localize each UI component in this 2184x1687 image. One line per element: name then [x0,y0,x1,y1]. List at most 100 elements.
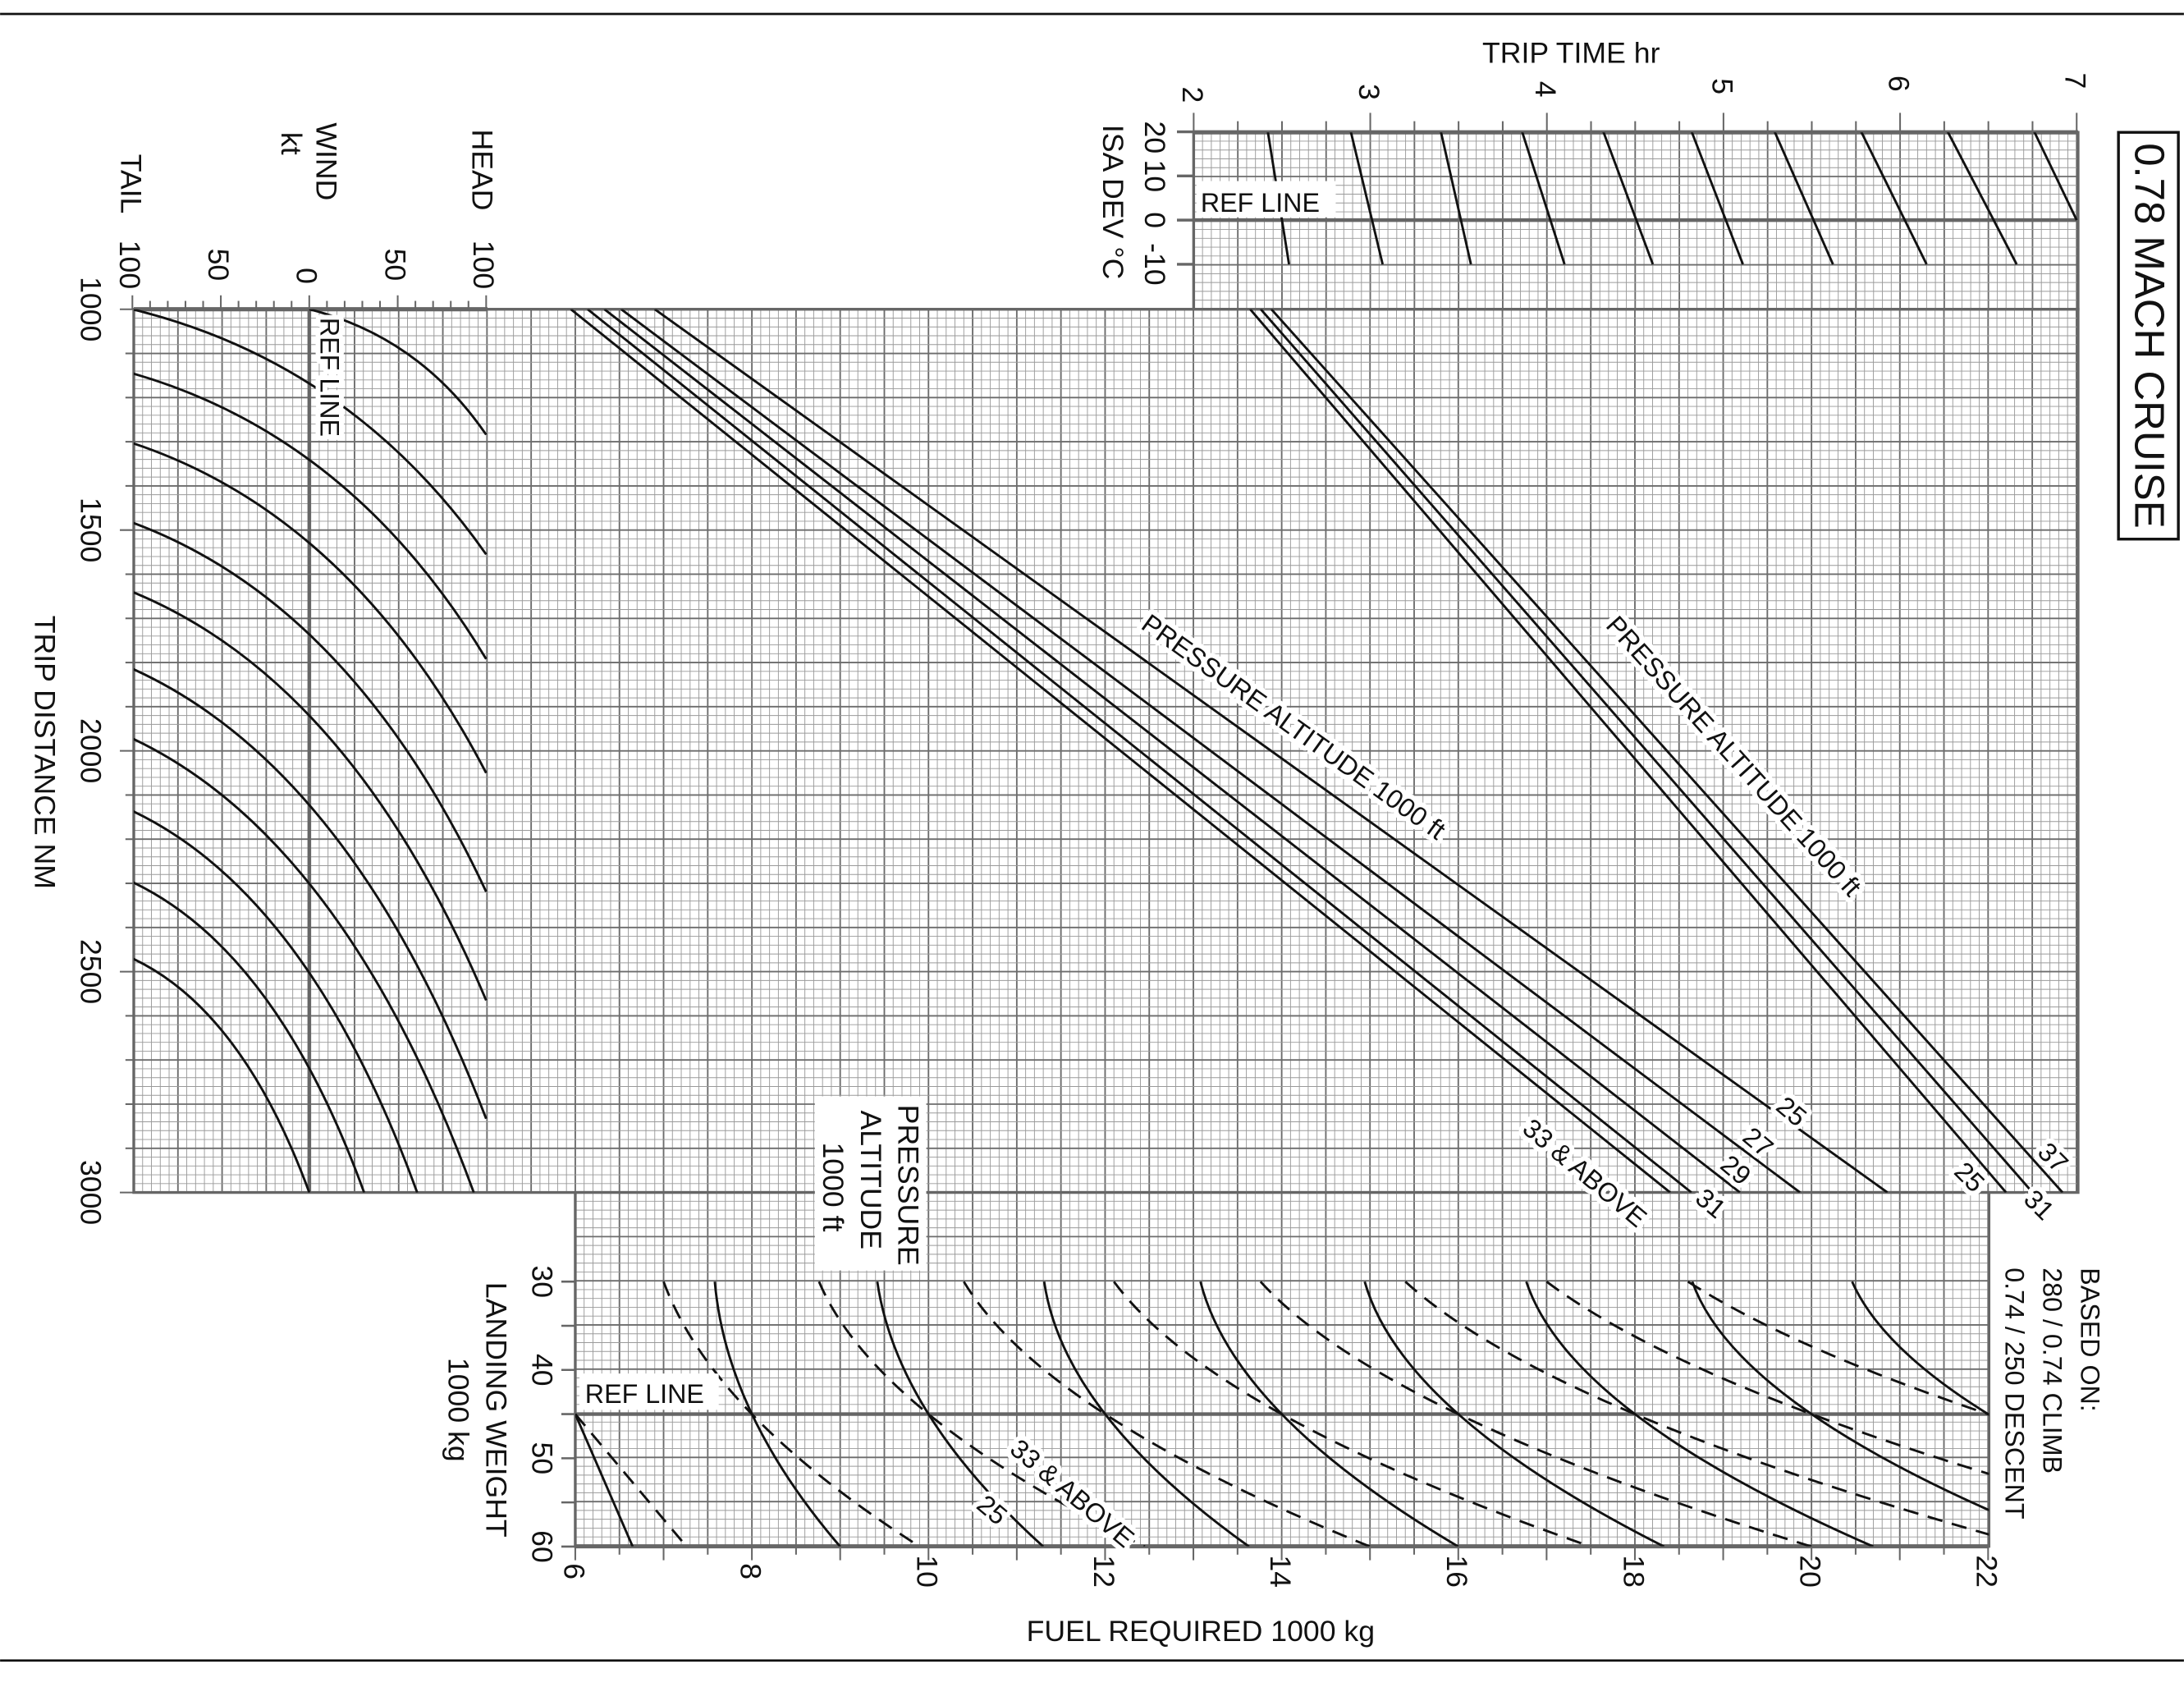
fuel-altitude-line [603,309,1741,1193]
time-altitude-line [1260,309,2034,1193]
landing-weight-dashed-line [662,1281,921,1547]
wind-correction-curve [309,309,488,436]
fuel-tick-label: 8 [735,1563,767,1579]
weight-ref-line-label: REF LINE [585,1379,704,1409]
pressure-altitude-box-line3: 1000 ft [817,1142,849,1231]
pressure-altitude-box-line1: PRESSURE [892,1105,925,1266]
fuel-tick-label: 20 [1794,1555,1827,1588]
wind-axis-label: WIND [309,122,342,200]
wind-correction-curve [134,442,488,774]
landing-weight-tick-label: 30 [525,1265,558,1298]
landing-weight-lines [575,1280,1989,1547]
isa-dev-axis-label: ISA DEV °C [1097,125,1129,279]
trip-time-tick-label: 3 [1353,84,1385,100]
fuel-tick-label: 10 [911,1555,944,1588]
chart-grid [132,131,2080,1548]
trip-distance-tick-label: 2500 [75,939,108,1004]
wind-correction-curve [134,881,365,1193]
wind-tick-label: 100 [113,241,146,289]
landing-weight-solid-line [876,1281,1045,1547]
wind-ref-line-label: REF LINE [314,318,344,437]
landing-weight-dashed-line [575,1413,688,1547]
based-on-descent: 0.74 / 250 DESCENT [2000,1268,2030,1519]
fuel-tick-label: 22 [1971,1555,2003,1588]
isa-ref-line-label: REF LINE [1201,188,1320,218]
fuel-tick-label: 12 [1087,1555,1120,1588]
pressure-altitude-box-line2: ALTITUDE [854,1110,887,1249]
pressure-altitude-box-bg [814,1096,927,1271]
fuel-altitude-line [653,309,1889,1193]
time-altitude-line [1249,309,2008,1193]
wind-correction-curve [134,810,419,1193]
wind-tail-label: TAIL [115,154,148,214]
trip-distance-tick-label: 1500 [75,497,108,562]
landing-weight-dashed-line [1404,1281,1989,1536]
landing-weight-solid-line [1042,1281,1250,1547]
trip-distance-axis-label: TRIP DISTANCE NM [29,616,62,889]
title-box [2117,131,2180,541]
trip-time-tick-label: 6 [1882,76,1915,92]
wind-curves [134,309,488,1193]
landing-weight-unit-label: 1000 kg [442,1358,475,1462]
fuel-altitude-line [587,309,1692,1193]
isa-tick-label: -10 [1138,243,1171,286]
isa-correction-line [1602,132,1655,265]
isa-correction-line [1946,132,2018,265]
isa-tick-label: 0 [1138,212,1171,228]
weight-ref-label-bg [579,1373,719,1410]
wind-tick-label: 100 [467,241,500,289]
landing-weight-solid-line [1525,1281,1875,1547]
isa-correction-line [1860,132,1928,265]
based-on-heading: BASED ON: [2075,1268,2104,1412]
time-altitude-line [1270,309,2064,1193]
isa-correction-line [1349,132,1385,265]
isa-tick-label: 10 [1138,160,1171,193]
wind-correction-curve [134,591,488,1002]
landing-weight-solid-line [575,1413,634,1547]
wind-correction-curve [134,667,488,1120]
wind-tick-label: 0 [291,268,323,284]
based-on-climb: 280 / 0.74 CLIMB [2038,1268,2067,1474]
trip-time-tick-label: 7 [2059,73,2092,89]
landing-weight-axis-label: LANDING WEIGHT [479,1282,512,1538]
fuel-tick-label: 14 [1264,1555,1297,1588]
landing-weight-dashed-line [1259,1281,1812,1547]
wind-tick-label: 50 [378,249,411,282]
fuel-tick-label: 18 [1617,1555,1650,1588]
trip-distance-tick-label: 3000 [75,1160,108,1225]
isa-correction-line [1690,132,1744,265]
isa-tick-label: 20 [1138,121,1171,154]
wind-head-label: HEAD [465,130,498,211]
isa-correction-line [1440,132,1472,265]
landing-weight-dashed-line [1687,1280,1989,1416]
trip-time-axis-label: TRIP TIME hr [1482,36,1660,69]
fuel-altitude-line [620,309,1802,1193]
fuel-tick-label: 16 [1440,1555,1473,1588]
wind-correction-curve [134,309,488,556]
chart-title: 0.78 MACH CRUISE [2127,143,2173,528]
wind-correction-curve [134,737,475,1193]
wind-correction-curve [134,521,488,892]
weight-grid [574,1190,1991,1548]
isa-correction-line [1521,132,1566,265]
isa-ref-label-bg [1196,181,1336,218]
wind-correction-curve [134,372,488,660]
landing-weight-dashed-line [1113,1281,1591,1547]
trip-distance-tick-label: 1000 [75,277,108,342]
distance-grid [132,308,2080,1194]
wind-unit-label: kt [275,132,308,155]
landing-weight-solid-line [1691,1281,1989,1512]
chart-curves [134,132,2078,1547]
trip-time-tick-label: 5 [1706,78,1738,94]
fuel-tick-label: 6 [557,1563,590,1579]
isa-correction-line [1774,132,1834,265]
trip-time-tick-label: 4 [1529,81,1562,98]
trip-time-tick-label: 2 [1176,86,1209,103]
landing-weight-tick-label: 60 [525,1530,558,1563]
trip-distance-tick-label: 2000 [75,718,108,783]
landing-weight-tick-label: 40 [525,1354,558,1387]
pressure-altitude-lines [570,309,2064,1193]
wind-correction-curve [134,957,311,1193]
wind-tick-label: 50 [202,249,235,282]
